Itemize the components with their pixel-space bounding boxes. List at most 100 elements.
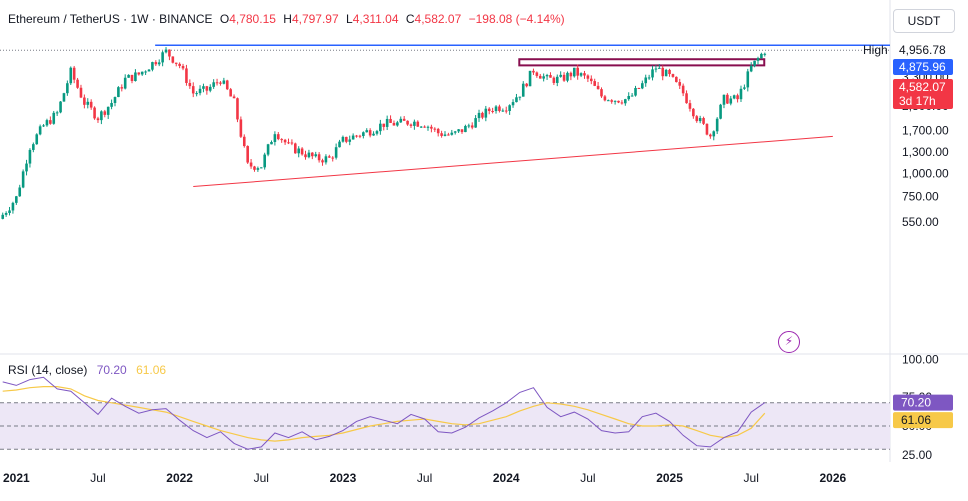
high-label: High <box>863 43 888 57</box>
candle-body <box>191 86 195 94</box>
candle-body <box>147 69 151 72</box>
candle-body <box>559 74 562 77</box>
symbol-legend: Ethereum / TetherUS · 1W · BINANCE O4,78… <box>8 12 565 26</box>
candle-body <box>4 213 8 215</box>
candle-body <box>491 111 494 113</box>
high-value: 4,797.97 <box>291 12 339 26</box>
candle-body <box>743 87 746 89</box>
lightning-icon[interactable]: ⚡ <box>778 331 800 353</box>
candle-body <box>477 112 481 119</box>
candle-body <box>692 108 695 117</box>
candle-body <box>620 102 624 104</box>
candle-body <box>668 69 671 75</box>
candle-body <box>55 112 59 114</box>
time-tick-label: 2024 <box>493 471 520 485</box>
candle-body <box>328 156 331 158</box>
candle-body <box>100 111 103 121</box>
rsi-line <box>2 376 766 450</box>
candle-body <box>613 100 617 102</box>
candle-body <box>658 67 661 69</box>
candle-body <box>607 100 610 102</box>
candle-body <box>433 128 437 130</box>
candle-body <box>685 93 688 104</box>
candle-body <box>671 74 675 77</box>
rsi-axis-badge <box>893 394 953 411</box>
time-tick-label: 2022 <box>166 471 193 485</box>
low-value: 4,311.04 <box>352 12 399 26</box>
candle-body <box>474 118 477 128</box>
candle-body <box>749 65 753 72</box>
rsi-ma-value: 61.06 <box>136 363 167 377</box>
candle-body <box>171 56 175 63</box>
candle-body <box>253 166 256 170</box>
close-value: 4,582.07 <box>414 12 462 26</box>
candle-body <box>69 67 73 84</box>
candle-body <box>705 123 709 135</box>
candle-body <box>450 132 454 135</box>
candle-body <box>729 98 733 104</box>
candle-body <box>538 75 542 79</box>
candle-body <box>358 135 362 137</box>
rsi-ma-line <box>2 386 766 442</box>
candle-body <box>647 77 651 79</box>
candle-body <box>355 135 358 137</box>
candle-body <box>593 81 596 86</box>
candle-body <box>508 105 511 111</box>
candle-body <box>11 202 15 211</box>
candle-body <box>406 120 409 125</box>
candle-body <box>501 110 505 112</box>
candle-body <box>287 142 290 144</box>
candle-body <box>675 76 678 83</box>
candle-body <box>549 75 552 78</box>
candle-body <box>760 53 763 59</box>
candle-body <box>763 53 767 55</box>
candle-body <box>528 70 532 87</box>
candle-body <box>402 118 406 121</box>
candle-body <box>164 49 168 53</box>
symbol-title: Ethereum / TetherUS · 1W · BINANCE <box>8 12 213 26</box>
candle-body <box>637 87 641 89</box>
candle-body <box>249 162 253 167</box>
rising-trendline <box>193 135 833 188</box>
candle-body <box>423 126 426 128</box>
candle-body <box>746 71 750 88</box>
time-tick-label: Jul <box>417 471 432 485</box>
candle-body <box>52 112 56 124</box>
candle-body <box>382 123 386 127</box>
candle-body <box>453 131 457 133</box>
currency-button[interactable]: USDT <box>893 9 955 33</box>
candle-body <box>59 101 62 113</box>
candle-body <box>229 89 232 97</box>
candle-body <box>161 52 164 63</box>
candle-body <box>576 67 579 76</box>
rsi-ma-axis-value: 61.06 <box>901 413 931 427</box>
last-price-value: 4,582.07 <box>899 80 946 94</box>
candle-body <box>457 129 460 132</box>
candle-body <box>79 87 83 98</box>
candle-body <box>8 210 11 214</box>
candle-body <box>93 107 96 119</box>
candle-body <box>236 98 239 120</box>
candle-body <box>579 73 583 76</box>
candle-body <box>110 102 113 107</box>
candle-body <box>283 139 287 143</box>
candle-body <box>566 72 569 81</box>
candle-body <box>467 125 471 127</box>
price-tick-label: 550.00 <box>902 215 939 229</box>
change-value: −198.08 (−4.14%) <box>468 12 565 26</box>
candle-body <box>25 163 28 172</box>
candle-body <box>698 118 702 122</box>
candle-body <box>181 65 185 69</box>
candle-body <box>504 110 508 112</box>
candle-body <box>195 93 198 95</box>
candle-body <box>715 118 719 132</box>
candle-body <box>266 144 270 155</box>
candle-body <box>617 100 620 103</box>
candle-body <box>392 122 396 126</box>
candle-body <box>123 77 127 89</box>
candle-body <box>362 132 365 137</box>
candle-body <box>62 93 66 102</box>
candle-body <box>484 108 488 118</box>
candle-body <box>259 167 263 169</box>
